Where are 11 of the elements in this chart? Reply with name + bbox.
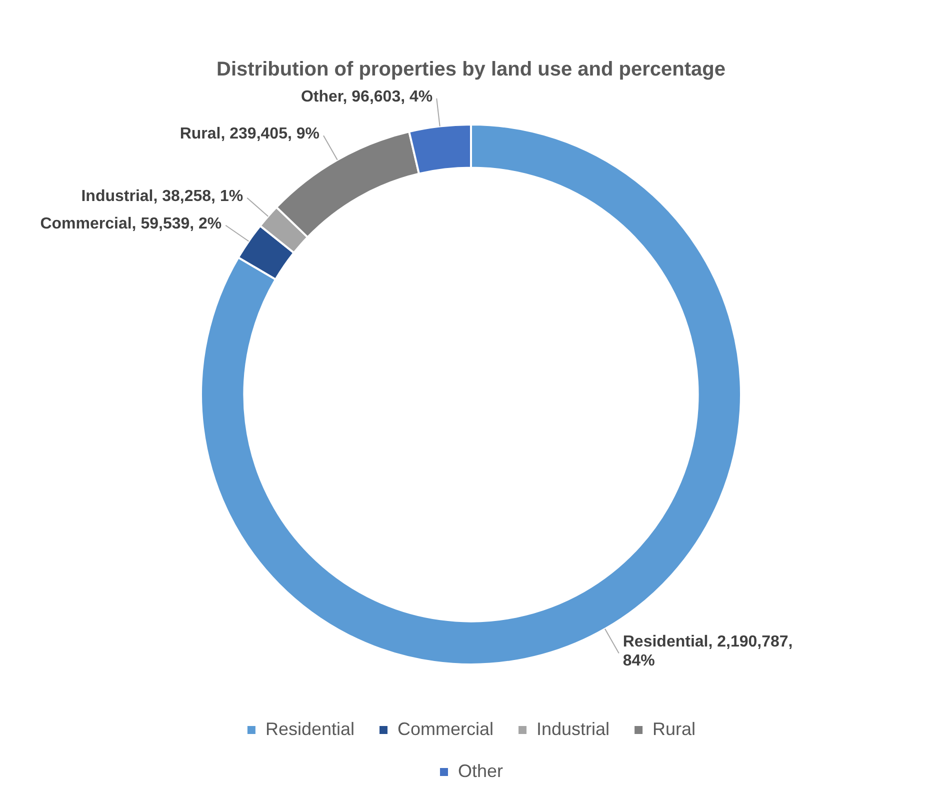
legend-label: Other — [458, 760, 504, 781]
chart-title: Distribution of properties by land use and percentage — [216, 58, 726, 81]
data-label: Rural, 239,405, 9% — [180, 125, 320, 142]
data-label: Residential, 2,190,787, 84% — [622, 634, 793, 670]
legend-label: Industrial — [536, 718, 610, 739]
legend-label: Rural — [652, 718, 696, 739]
legend-label: Commercial — [397, 718, 494, 739]
data-label: Industrial, 38,258, 1% — [81, 188, 244, 205]
data-label: Commercial, 59,539, 2% — [40, 215, 222, 232]
legend-label: Residential — [265, 718, 355, 739]
data-label: Other, 96,603, 4% — [300, 88, 433, 106]
